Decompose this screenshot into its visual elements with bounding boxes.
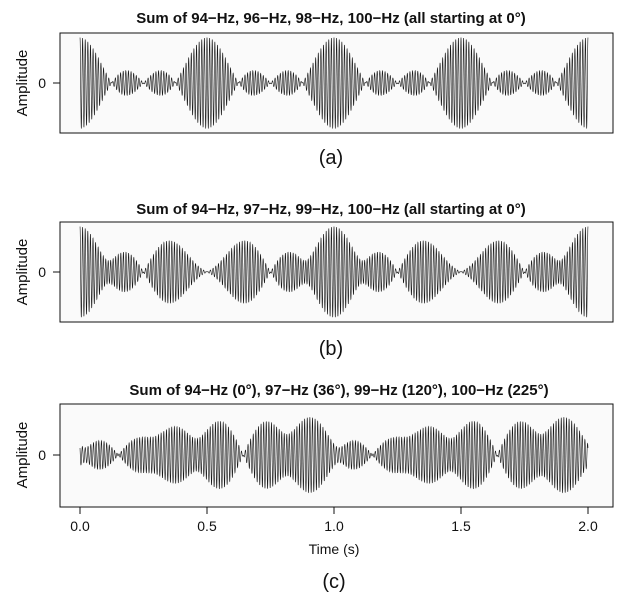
panel-b-y-axis-label: Amplitude	[14, 239, 31, 306]
panel-c-y-axis-label: Amplitude	[14, 422, 31, 489]
panel-b: Sum of 94−Hz, 97−Hz, 99−Hz, 100−Hz (all …	[14, 201, 614, 360]
panel-c-x-tick-label: 0.0	[70, 518, 90, 534]
panel-c-title: Sum of 94−Hz (0°), 97−Hz (36°), 99−Hz (1…	[129, 382, 548, 399]
panel-c-x-tick-label: 0.5	[197, 518, 217, 534]
panel-b-title: Sum of 94−Hz, 97−Hz, 99−Hz, 100−Hz (all …	[136, 201, 525, 218]
panel-c-waveform	[79, 417, 589, 494]
panel-a-y-tick-label: 0	[38, 75, 46, 91]
panel-b-waveform	[79, 226, 589, 318]
panel-a-caption: (a)	[319, 147, 343, 169]
panel-a: Sum of 94−Hz, 96−Hz, 98−Hz, 100−Hz (all …	[14, 10, 614, 169]
panel-c: Sum of 94−Hz (0°), 97−Hz (36°), 99−Hz (1…	[14, 382, 614, 593]
panel-c-caption: (c)	[322, 571, 345, 593]
panel-a-y-axis-label: Amplitude	[14, 50, 31, 117]
panel-a-title: Sum of 94−Hz, 96−Hz, 98−Hz, 100−Hz (all …	[136, 10, 525, 27]
panel-a-waveform	[79, 37, 589, 129]
panel-c-x-tick-label: 1.5	[451, 518, 471, 534]
panel-c-y-tick-label: 0	[38, 447, 46, 463]
panel-c-x-tick-label: 2.0	[578, 518, 598, 534]
panel-b-caption: (b)	[319, 338, 343, 360]
panel-c-x-axis: 0.0 0.5 1.0 1.5 2.0	[70, 507, 598, 534]
panel-b-y-tick-label: 0	[38, 264, 46, 280]
panel-c-x-tick-label: 1.0	[324, 518, 344, 534]
panel-c-x-axis-label: Time (s)	[309, 541, 360, 557]
